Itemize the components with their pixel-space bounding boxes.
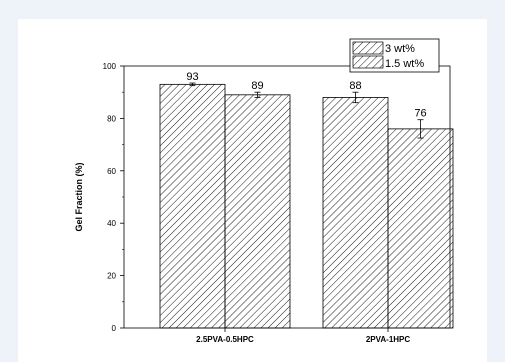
figure-card: 0 20 40 60 80 100 93 89 88 76 2.5PVA-0.5HPC 2PVA-… [18, 19, 487, 362]
legend-swatch-3wt [352, 41, 384, 55]
data-label: 76 [414, 108, 426, 120]
bar [224, 94, 291, 329]
y-tick-label: 20 [107, 272, 116, 281]
data-label: 89 [251, 80, 263, 92]
y-tick-label: 80 [107, 114, 116, 123]
y-tick-label: 0 [112, 324, 117, 333]
y-axis-title: Gel Fraction (%) [74, 162, 84, 231]
legend: 3 wt% 1.5 wt% [349, 38, 440, 73]
legend-label-1-5wt: 1.5 wt% [385, 58, 424, 70]
y-tick-label: 60 [107, 167, 116, 176]
x-tick-label: 2.5PVA-0.5HPC [196, 335, 254, 344]
data-label: 88 [349, 80, 361, 92]
y-tick-label: 100 [103, 62, 117, 71]
bar [387, 128, 454, 329]
data-label: 93 [186, 71, 198, 83]
bar [322, 97, 389, 329]
value-labels: 93 89 88 76 [186, 71, 426, 120]
y-tick-label: 40 [107, 219, 116, 228]
bar [159, 83, 226, 329]
legend-swatch-1-5wt [352, 55, 384, 69]
bar-chart: 0 20 40 60 80 100 93 89 88 76 2.5PVA-0.5HPC 2PVA-… [74, 38, 454, 344]
legend-label-3wt: 3 wt% [385, 43, 415, 55]
y-axis: 0 20 40 60 80 100 [103, 62, 124, 333]
bars [159, 82, 454, 329]
x-axis: 2.5PVA-0.5HPC 2PVA-1HPC [196, 328, 410, 344]
x-tick-label: 2PVA-1HPC [366, 335, 411, 344]
